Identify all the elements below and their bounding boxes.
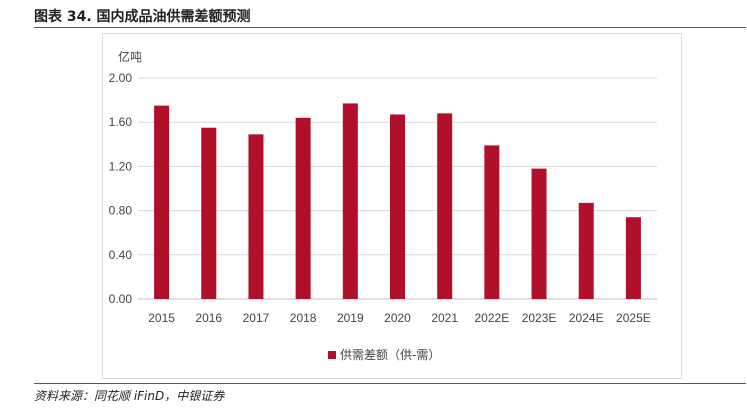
- legend: 供需差额（供-需）: [328, 348, 440, 362]
- x-tick-label: 2020: [384, 311, 411, 325]
- bar-2018: [295, 117, 311, 299]
- x-tick-label: 2024E: [569, 311, 604, 325]
- x-tick-label: 2019: [337, 311, 364, 325]
- bar-2023E: [531, 168, 547, 299]
- bar-2019: [342, 103, 358, 299]
- bar-2015: [154, 105, 170, 299]
- legend-swatch: [328, 351, 336, 359]
- x-tick-label: 2023E: [522, 311, 557, 325]
- y-tick-label: 0.40: [109, 248, 133, 262]
- y-tick-label: 1.20: [109, 159, 133, 173]
- y-tick-label: 2.00: [109, 71, 133, 85]
- bar-2017: [248, 134, 264, 299]
- x-tick-label: 2015: [148, 311, 175, 325]
- figure-title: 图表 34. 国内成品油供需差额预测: [34, 9, 251, 25]
- x-tick-label: 2017: [243, 311, 270, 325]
- y-tick-label: 1.60: [109, 115, 133, 129]
- bars: [154, 103, 641, 299]
- x-tick-label: 2025E: [616, 311, 651, 325]
- x-tick-labels: 2015 2016 2017 2018 2019 2020 2021 2022E 2023E 20…: [148, 311, 651, 325]
- y-tick-labels: 0.00 0.40 0.80 1.20 1.60 2.00: [109, 71, 133, 306]
- chart-frame: [102, 33, 682, 379]
- bar-2025E: [625, 217, 641, 299]
- x-tick-label: 2016: [195, 311, 222, 325]
- x-tick-label: 2021: [431, 311, 458, 325]
- bottom-rule: [34, 383, 746, 384]
- y-tick-label: 0.80: [109, 204, 133, 218]
- bar-2016: [201, 127, 217, 299]
- top-rule: [34, 27, 746, 28]
- x-tick-label: 2018: [290, 311, 317, 325]
- y-tick-label: 0.00: [109, 292, 133, 306]
- y-axis-unit-label: 亿吨: [118, 49, 142, 64]
- source-note: 资料来源：同花顺 iFinD，中银证券: [34, 389, 225, 403]
- bar-2020: [390, 114, 405, 299]
- x-tick-label: 2022E: [475, 311, 510, 325]
- bar-2024E: [578, 202, 594, 299]
- legend-label: 供需差额（供-需）: [340, 348, 440, 362]
- bar-2022E: [484, 145, 500, 299]
- bar-2021: [437, 113, 453, 299]
